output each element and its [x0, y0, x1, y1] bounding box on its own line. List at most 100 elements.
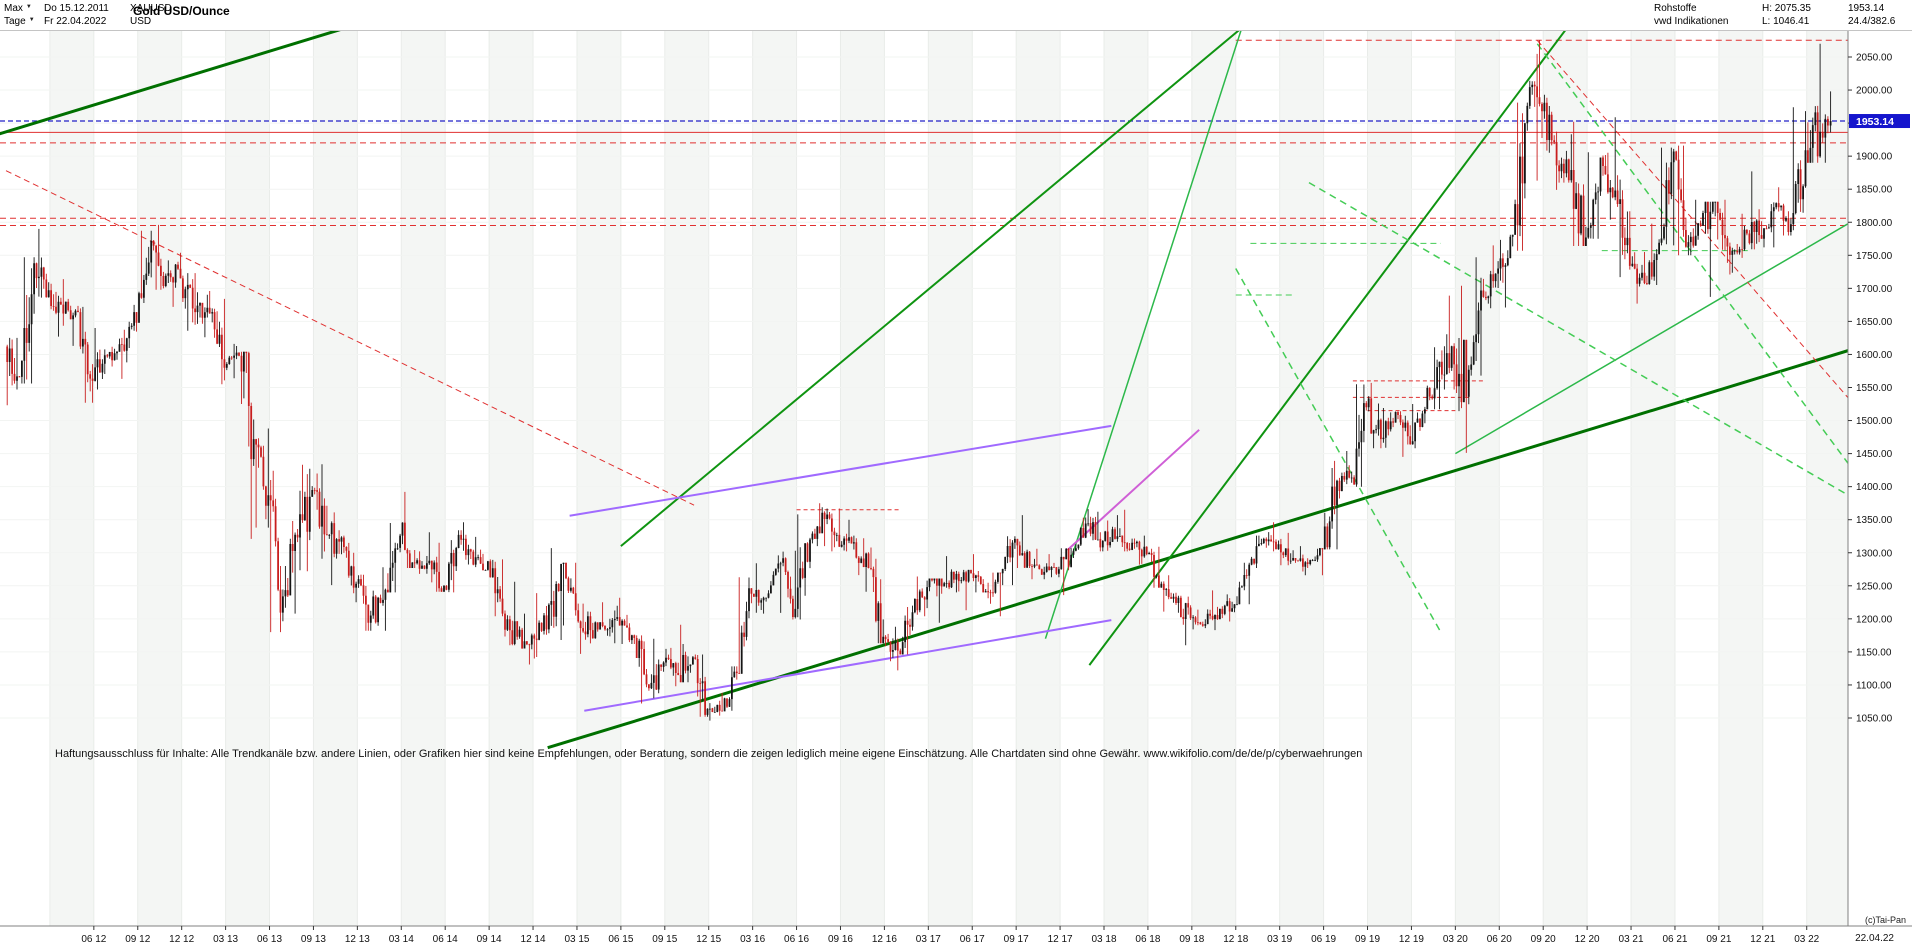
- time-axis-label: 06 17: [960, 934, 985, 945]
- time-axis-label: 12 16: [872, 934, 897, 945]
- price-axis-label: 1750.00: [1856, 251, 1893, 262]
- violet-line: [1066, 429, 1200, 551]
- trend-line: [1088, 30, 1567, 666]
- falling-line-dashed: [5, 170, 695, 506]
- time-axis-label: 12 21: [1750, 934, 1775, 945]
- time-axis-label: 03 19: [1267, 934, 1292, 945]
- time-axis-label: 06 13: [257, 934, 282, 945]
- trend-channel: [0, 30, 345, 136]
- currency-label: USD: [130, 16, 152, 27]
- last-price-value: 1953.14: [1848, 3, 1885, 14]
- time-axis-label: 03 20: [1443, 934, 1468, 945]
- time-axis-label: 03 17: [916, 934, 941, 945]
- violet-channel: [569, 424, 1112, 517]
- chart-settings: Max ▼ Do 15.12.2011 XAUUSD Tage ▼ Fr 22.…: [4, 2, 172, 28]
- change-value: 24.4/382.6: [1848, 16, 1896, 27]
- time-axis-label: 09 21: [1706, 934, 1731, 945]
- price-axis-label: 1850.00: [1856, 185, 1893, 196]
- price-axis-label: 1050.00: [1856, 714, 1893, 725]
- price-axis-label: 1450.00: [1856, 449, 1893, 460]
- price-axis-label: 2050.00: [1856, 53, 1893, 64]
- trend-line: [1454, 222, 1848, 455]
- time-axis-label: 06 18: [1135, 934, 1160, 945]
- time-axis-label: 12 17: [1048, 934, 1073, 945]
- trend-channel: [547, 349, 1848, 750]
- time-axis-label: 12 18: [1223, 934, 1248, 945]
- disclaimer-text: Haftungsausschluss für Inhalte: Alle Tre…: [55, 748, 1363, 760]
- period-selector-label: Tage: [4, 16, 26, 27]
- price-axis-label: 1250.00: [1856, 581, 1893, 592]
- price-axis-label: 1600.00: [1856, 350, 1893, 361]
- chart-start-date: Do 15.12.2011: [44, 3, 109, 14]
- quote-info: Rohstoffe H: 2075.35 1953.14 vwd Indikat…: [1654, 2, 1910, 28]
- time-axis-label: 09 20: [1531, 934, 1556, 945]
- high-value: H: 2075.35: [1762, 3, 1811, 14]
- time-axis-label: 03 15: [564, 934, 589, 945]
- candle-bodies-up: [8, 84, 1832, 715]
- time-axis-label: 12 14: [521, 934, 546, 945]
- price-axis-label: 1500.00: [1856, 416, 1893, 427]
- range-selector[interactable]: Max ▼: [4, 2, 38, 15]
- time-axis-label: 03 22: [1794, 934, 1819, 945]
- time-axis-label: 09 13: [301, 934, 326, 945]
- gridlines: [0, 30, 1848, 926]
- low-value: L: 1046.41: [1762, 16, 1810, 27]
- time-axis-label: 09 17: [1004, 934, 1029, 945]
- page-title: Gold USD/Ounce: [133, 4, 230, 18]
- time-axis-label: 09 18: [1179, 934, 1204, 945]
- time-axis-label: 12 12: [169, 934, 194, 945]
- time-axis-label: 03 14: [389, 934, 414, 945]
- range-selector-label: Max: [4, 3, 23, 14]
- time-axis-label: 09 16: [828, 934, 853, 945]
- time-axis-label: 06 12: [81, 934, 106, 945]
- period-selector[interactable]: Tage ▼: [4, 15, 38, 28]
- time-axis-label: 06 21: [1662, 934, 1687, 945]
- last-price-badge: [1849, 114, 1910, 129]
- time-axis-label: 09 15: [652, 934, 677, 945]
- price-axis-label: 1300.00: [1856, 548, 1893, 559]
- time-axis-label: 03 13: [213, 934, 238, 945]
- time-axis-label: 09 12: [125, 934, 150, 945]
- candle-bodies-down: [6, 84, 1829, 715]
- trend-line: [1044, 30, 1242, 639]
- price-axis-label: 1150.00: [1856, 647, 1892, 658]
- time-axis-label: 03 16: [740, 934, 765, 945]
- price-axis-label: 1200.00: [1856, 614, 1893, 625]
- price-axis-label: 2000.00: [1856, 86, 1893, 97]
- trend-line-dashed: [1308, 181, 1848, 496]
- price-axis-label: 1650.00: [1856, 317, 1893, 328]
- price-axis-label: 1550.00: [1856, 383, 1893, 394]
- price-axis-label: 1400.00: [1856, 482, 1893, 493]
- price-axis-label: 1350.00: [1856, 515, 1893, 526]
- time-axis-label: 12 19: [1399, 934, 1424, 945]
- time-axis-label: 06 15: [608, 934, 633, 945]
- time-axis-label: 06 16: [784, 934, 809, 945]
- trend-line-dashed: [1235, 268, 1442, 633]
- price-axis-label: 1900.00: [1856, 152, 1893, 163]
- time-axis-label: 06 14: [433, 934, 458, 945]
- time-axis-label: 03 18: [1091, 934, 1116, 945]
- price-axis-label: 1800.00: [1856, 218, 1893, 229]
- time-axis: 06 12 09 12 12 12 03 13 06 13 09 13 12 13 03 14…: [81, 926, 1820, 945]
- category-label: Rohstoffe: [1654, 3, 1697, 14]
- time-axis-label: 09 14: [477, 934, 502, 945]
- candlestick-series: [6, 40, 1832, 721]
- time-axis-label: 03 21: [1619, 934, 1644, 945]
- trend-line-dashed: [1536, 43, 1848, 465]
- time-axis-label: 12 13: [345, 934, 370, 945]
- dropdown-arrow-icon: ▼: [25, 4, 32, 10]
- price-axis-label: 1100.00: [1856, 680, 1892, 691]
- time-axis-label: 09 19: [1355, 934, 1380, 945]
- chart-end-date: Fr 22.04.2022: [44, 16, 107, 27]
- provider-label: vwd Indikationen: [1654, 16, 1729, 27]
- price-axis: 2050.002000.001950.001900.001850.001800.…: [1848, 53, 1910, 725]
- axis-end-date: 22.04.22: [1855, 933, 1894, 944]
- dropdown-arrow-icon: ▼: [28, 17, 35, 23]
- annotation-lines: [0, 30, 1848, 750]
- copyright-label: (c)Tai-Pan: [1864, 915, 1906, 925]
- violet-channel: [584, 619, 1112, 712]
- time-axis-label: 06 19: [1311, 934, 1336, 945]
- time-axis-label: 12 15: [696, 934, 721, 945]
